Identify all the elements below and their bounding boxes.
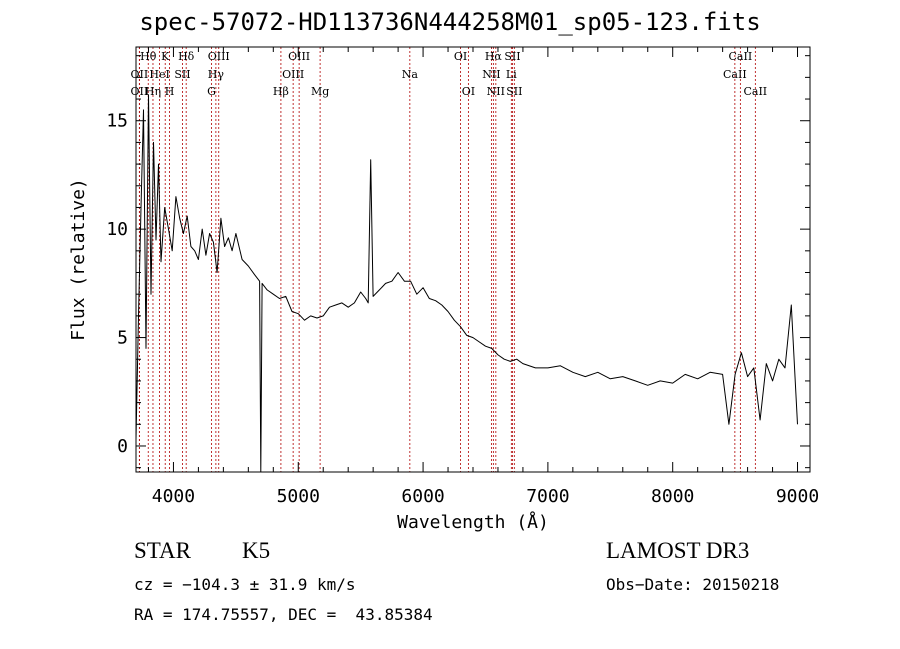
chart-title: spec-57072-HD113736N444258M01_sp05-123.f… — [139, 8, 761, 36]
x-tick-label: 4000 — [152, 486, 195, 507]
y-axis-ticks: 0 5 10 15 — [106, 55, 810, 469]
object-subclass: K5 — [242, 538, 271, 563]
line-marker-label: NII — [487, 85, 505, 98]
y-tick-label: 5 — [117, 328, 128, 349]
line-marker-label: OIII — [282, 68, 304, 81]
x-axis-label: Wavelength (Å) — [397, 511, 549, 533]
line-marker-label: SII — [174, 68, 190, 81]
line-marker-label: Hβ — [273, 85, 289, 98]
line-marker-label: Na — [402, 68, 419, 81]
line-marker-label: CaII — [723, 68, 747, 81]
line-marker-label: CaII — [743, 85, 767, 98]
coordinates: RA = 174.75557, DEC = 43.85384 — [134, 605, 433, 624]
obs-date: Obs−Date: 20150218 — [606, 575, 780, 594]
x-tick-label: 8000 — [651, 486, 694, 507]
line-marker-label: K — [161, 50, 170, 63]
line-marker-label: G — [207, 85, 216, 98]
line-markers — [138, 47, 756, 472]
x-axis-ticks: 4000 5000 6000 7000 8000 9000 — [147, 47, 819, 507]
line-marker-label: SII — [504, 50, 520, 63]
redshift-text: cz = −104.3 ± 31.9 km/s — [134, 575, 356, 594]
line-marker-label: NII — [482, 68, 500, 81]
x-tick-label: 9000 — [776, 486, 819, 507]
line-marker-label: Li — [506, 68, 517, 81]
line-marker-label: Hθ — [140, 50, 157, 63]
line-marker-label: OI — [454, 50, 467, 63]
line-marker-label: SII — [506, 85, 522, 98]
spectrum-line — [135, 94, 798, 473]
x-tick-label: 6000 — [401, 486, 444, 507]
line-marker-label: Hδ — [178, 50, 195, 63]
object-class: STAR — [134, 538, 191, 563]
plot-frame — [135, 46, 811, 473]
line-marker-label: CaII — [729, 50, 753, 63]
line-marker-label: Hη — [145, 85, 161, 98]
line-marker-labels: OII OII Hθ Hη HeI K H SII Hδ G Hγ OIII Hβ OIII OIII Mg N… — [131, 50, 768, 98]
line-marker-label: HeI — [149, 68, 169, 81]
line-marker-label: Hγ — [208, 68, 225, 81]
y-tick-label: 0 — [117, 436, 128, 457]
line-marker-label: OIII — [288, 50, 310, 63]
spectrum-series — [135, 94, 798, 473]
line-marker-label: OII — [131, 68, 149, 81]
line-marker-label: OIII — [208, 50, 230, 63]
line-marker-label: OI — [462, 85, 475, 98]
survey-name: LAMOST DR3 — [606, 538, 750, 563]
y-tick-label: 10 — [106, 219, 128, 240]
x-tick-label: 5000 — [277, 486, 320, 507]
y-axis-label: Flux (relative) — [68, 178, 89, 341]
x-tick-label: 7000 — [526, 486, 569, 507]
line-marker-label: H — [165, 85, 175, 98]
line-marker-label: OII — [131, 85, 149, 98]
line-marker-label: Mg — [311, 85, 329, 98]
y-tick-label: 15 — [106, 111, 128, 132]
line-marker-label: Hα — [485, 50, 503, 63]
